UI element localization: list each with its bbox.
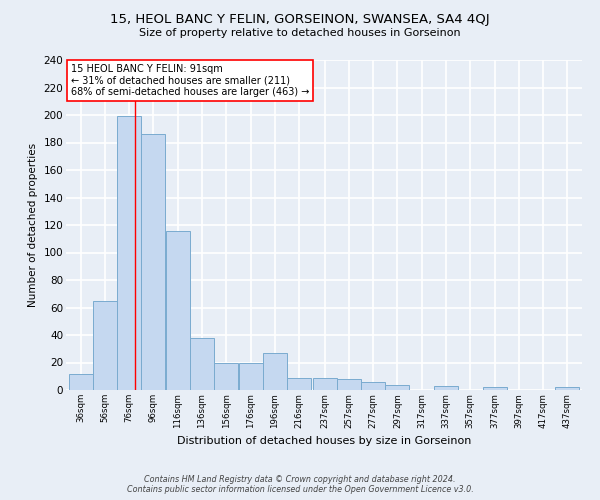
Bar	[190, 338, 214, 390]
Bar	[337, 379, 361, 390]
Text: 15, HEOL BANC Y FELIN, GORSEINON, SWANSEA, SA4 4QJ: 15, HEOL BANC Y FELIN, GORSEINON, SWANSE…	[110, 12, 490, 26]
Bar	[313, 378, 337, 390]
Bar	[556, 387, 580, 390]
Text: 15 HEOL BANC Y FELIN: 91sqm
← 31% of detached houses are smaller (211)
68% of se: 15 HEOL BANC Y FELIN: 91sqm ← 31% of det…	[71, 64, 309, 98]
Text: Size of property relative to detached houses in Gorseinon: Size of property relative to detached ho…	[139, 28, 461, 38]
Bar	[385, 384, 409, 390]
Bar	[214, 362, 238, 390]
Y-axis label: Number of detached properties: Number of detached properties	[28, 143, 38, 307]
X-axis label: Distribution of detached houses by size in Gorseinon: Distribution of detached houses by size …	[177, 436, 471, 446]
Bar	[287, 378, 311, 390]
Bar	[93, 300, 117, 390]
Bar	[482, 387, 506, 390]
Bar	[263, 353, 287, 390]
Bar	[361, 382, 385, 390]
Bar	[239, 362, 263, 390]
Bar	[142, 134, 166, 390]
Bar	[434, 386, 458, 390]
Bar	[166, 230, 190, 390]
Text: Contains HM Land Registry data © Crown copyright and database right 2024.
Contai: Contains HM Land Registry data © Crown c…	[127, 474, 473, 494]
Bar	[68, 374, 92, 390]
Bar	[117, 116, 141, 390]
